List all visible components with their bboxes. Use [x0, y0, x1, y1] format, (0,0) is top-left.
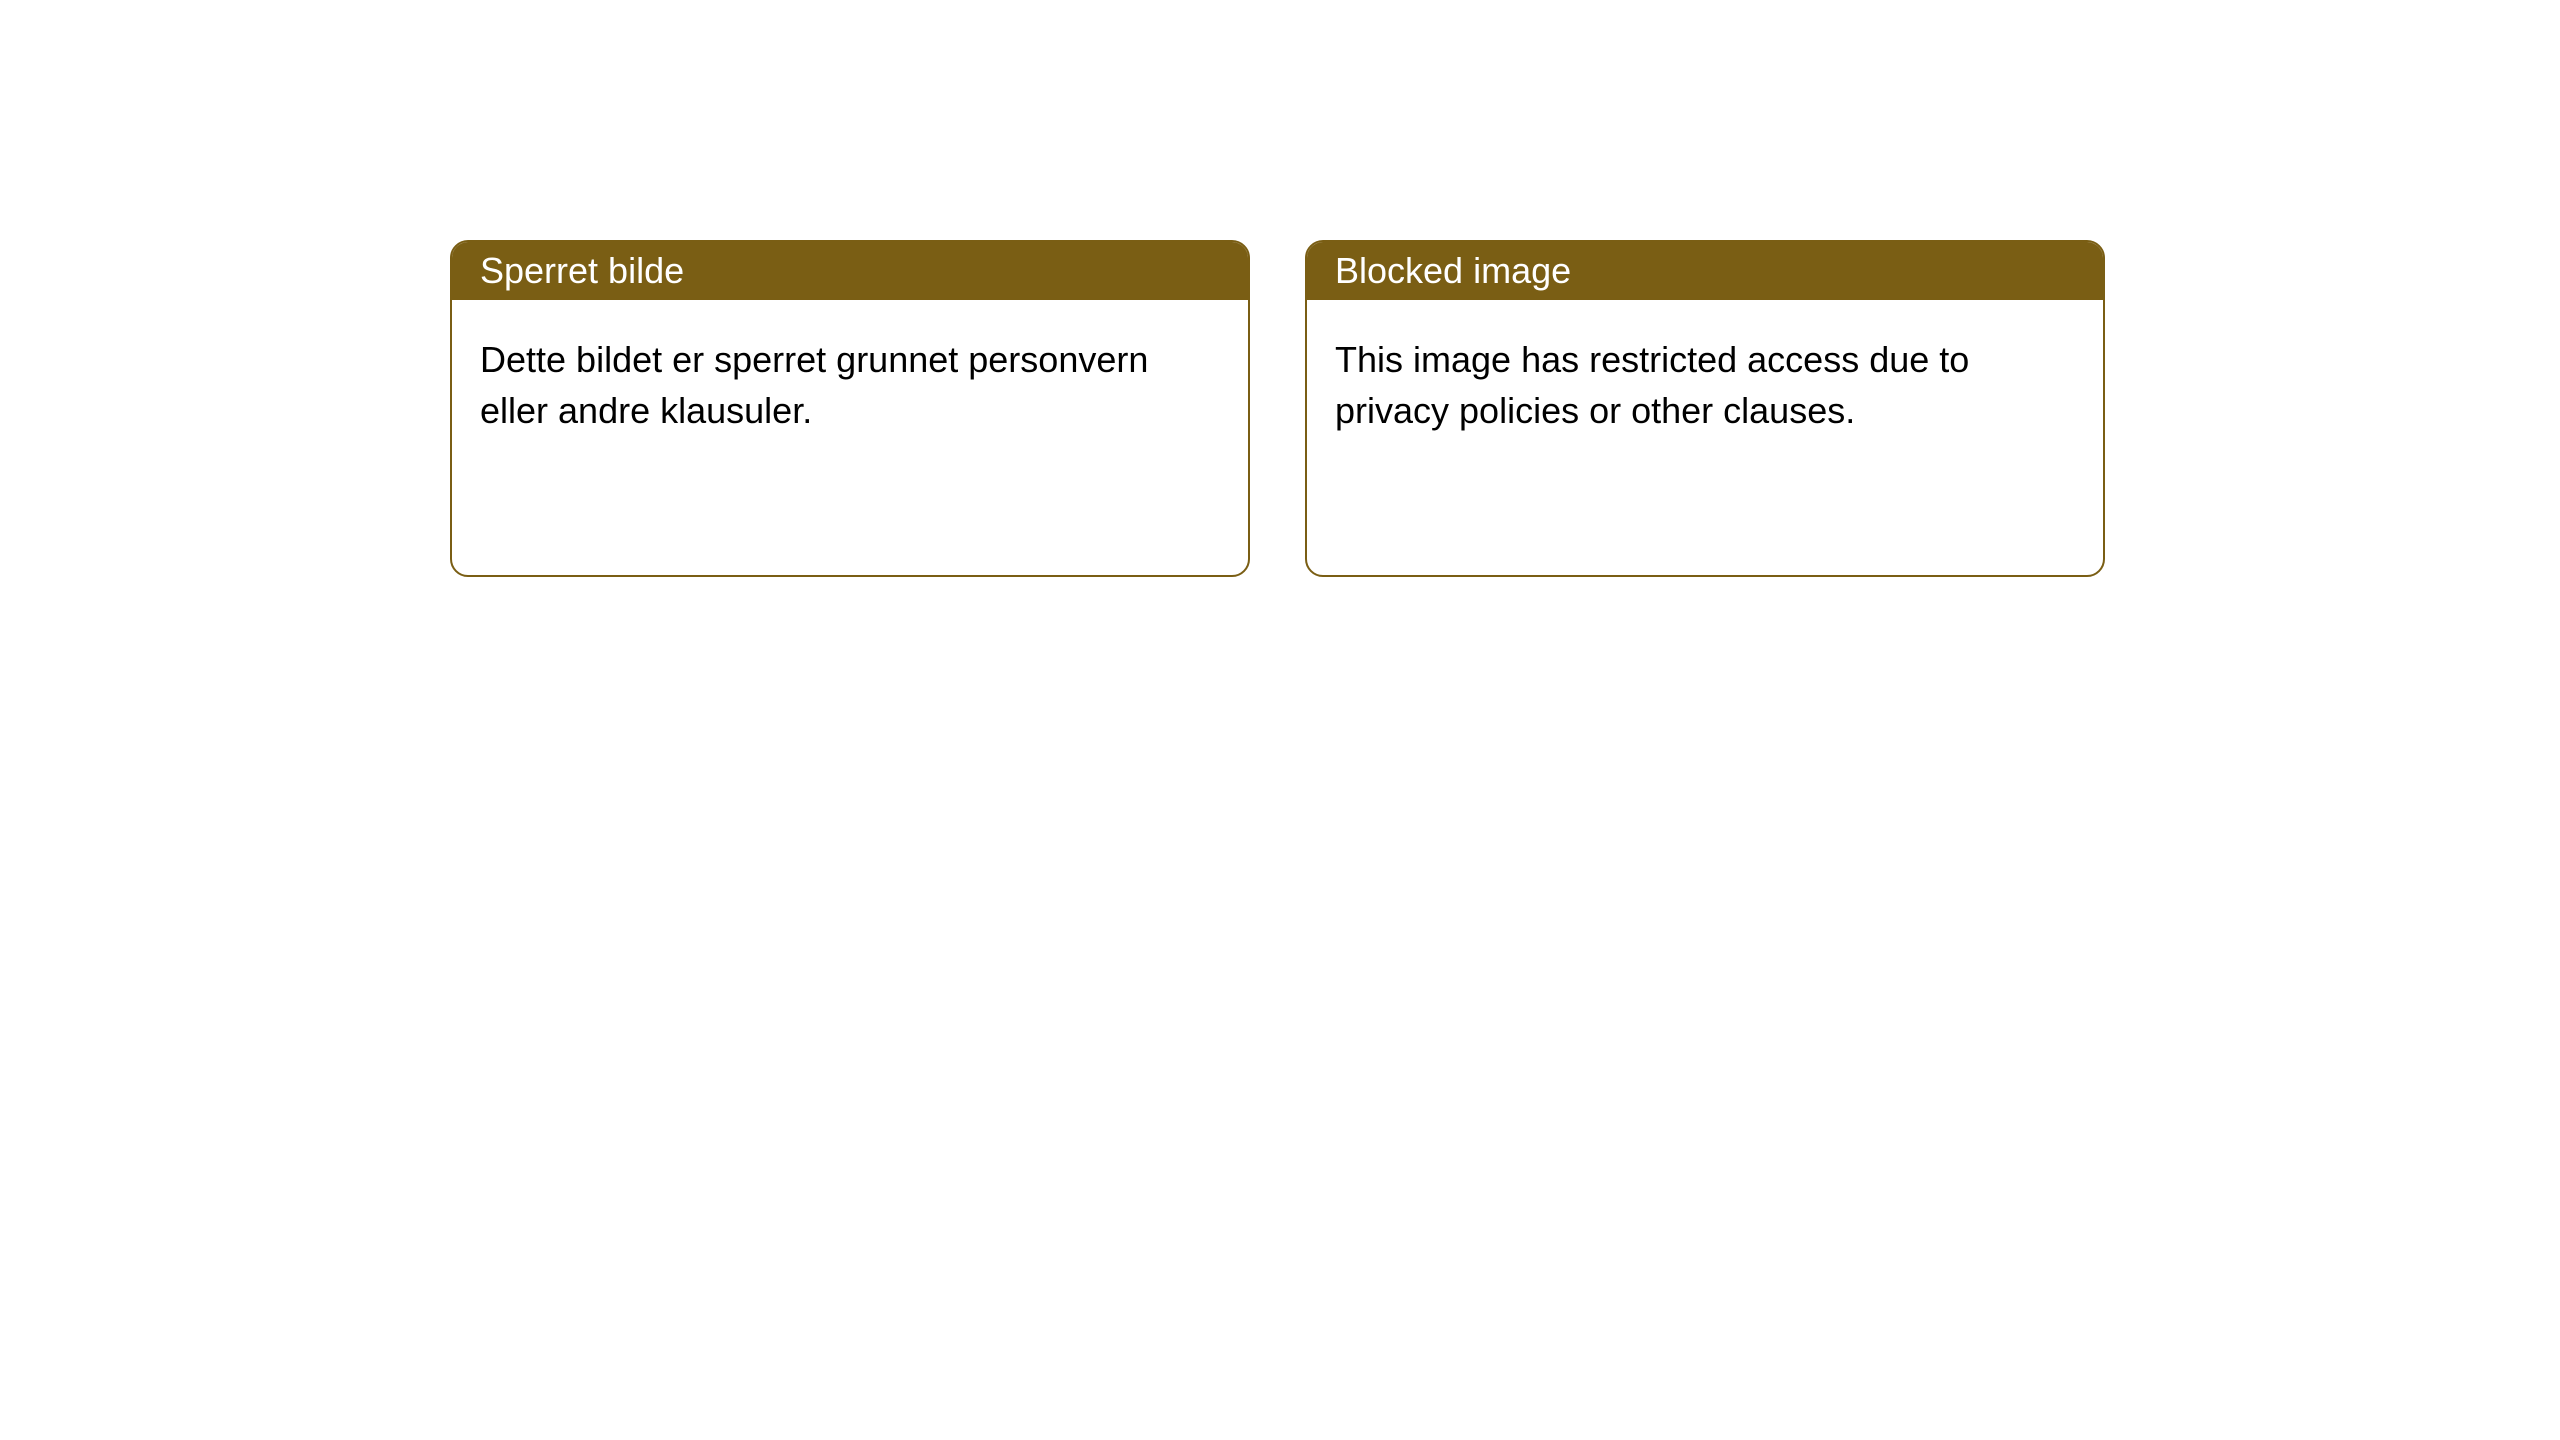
notice-header: Sperret bilde: [452, 242, 1248, 300]
notice-body: This image has restricted access due to …: [1307, 300, 2103, 575]
notice-card-norwegian: Sperret bilde Dette bildet er sperret gr…: [450, 240, 1250, 577]
notice-body: Dette bildet er sperret grunnet personve…: [452, 300, 1248, 575]
notice-header: Blocked image: [1307, 242, 2103, 300]
notice-container: Sperret bilde Dette bildet er sperret gr…: [0, 0, 2560, 577]
notice-body-text: This image has restricted access due to …: [1335, 339, 1969, 431]
notice-card-english: Blocked image This image has restricted …: [1305, 240, 2105, 577]
notice-title: Blocked image: [1335, 250, 1571, 291]
notice-body-text: Dette bildet er sperret grunnet personve…: [480, 339, 1148, 431]
notice-title: Sperret bilde: [480, 250, 684, 291]
